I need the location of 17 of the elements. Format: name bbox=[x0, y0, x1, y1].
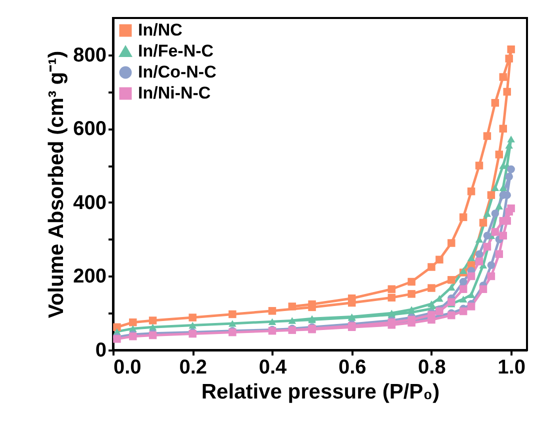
y-tick-label: 200 bbox=[73, 266, 106, 288]
x-axis-title: Relative pressure (P/P₀) bbox=[201, 380, 440, 404]
y-tick-label: 400 bbox=[73, 192, 106, 214]
x-tick-label: 0.2 bbox=[179, 356, 208, 378]
y-tick-label: 600 bbox=[73, 118, 106, 140]
legend-label: In/Co-N-C bbox=[138, 62, 216, 82]
x-tick-label: 0.0 bbox=[114, 356, 142, 378]
y-tick-label: 0 bbox=[95, 340, 106, 362]
x-tick-label: 0.8 bbox=[418, 356, 446, 378]
legend-label: In/Fe-N-C bbox=[138, 42, 214, 60]
x-tick-label: 0.4 bbox=[258, 356, 288, 378]
y-axis-title: Volume Absorbed (cm³ g⁻¹) bbox=[45, 50, 68, 318]
legend-label: In/Ni-N-C bbox=[138, 84, 211, 102]
y-tick-label: 800 bbox=[73, 44, 106, 66]
x-tick-label: 1.0 bbox=[498, 356, 526, 378]
x-tick-label: 0.6 bbox=[338, 356, 366, 378]
legend-label: In/NC bbox=[138, 20, 182, 40]
